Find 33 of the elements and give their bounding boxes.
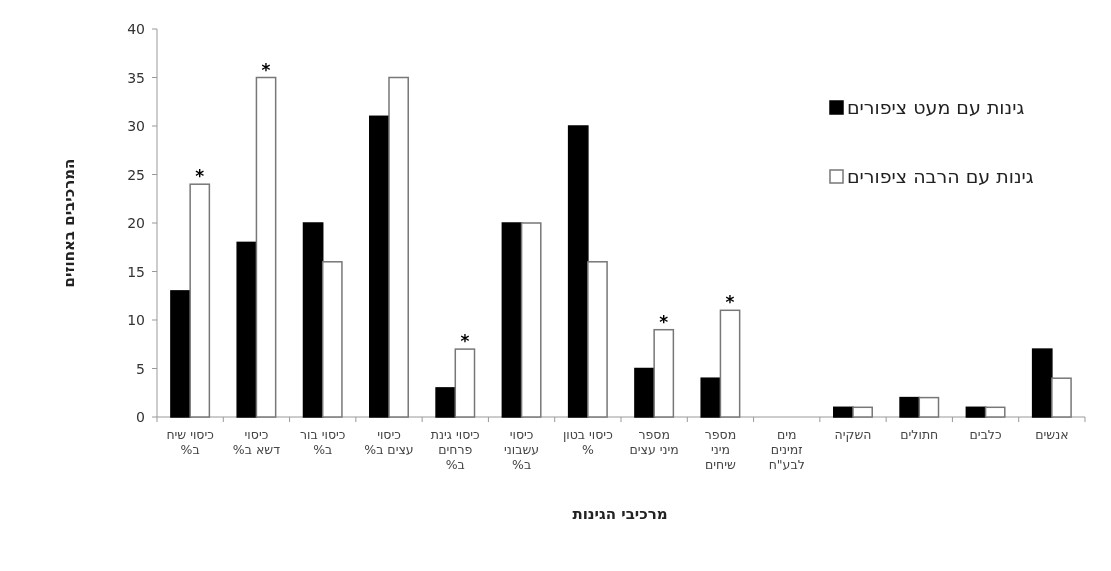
x-tick-label: מספר מיני עצים — [629, 427, 679, 457]
x-tick-label: אנשים — [1035, 427, 1069, 442]
y-tick-label: 0 — [136, 409, 145, 425]
x-tick-label: מים זמינים לבע"ח — [768, 427, 805, 472]
x-tick-label: כיסוי בטון % — [562, 427, 613, 457]
legend-label: גינות עם מעט ציפורים — [847, 96, 1025, 118]
x-tick-label: השקיה — [834, 427, 872, 442]
annotation: * — [725, 292, 735, 313]
x-tick-label: כיסוי עצים ב% — [364, 427, 414, 457]
y-tick-label: 5 — [136, 360, 145, 377]
y-tick-label: 15 — [127, 263, 145, 280]
x-tick-label: חתולים — [900, 427, 939, 442]
x-tick-label: כיסוי דשא ב% — [232, 427, 281, 457]
x-tick-label: כלבים — [969, 427, 1002, 442]
y-tick-label: 25 — [127, 166, 145, 183]
annotation: * — [195, 166, 205, 187]
y-tick-label: 30 — [127, 118, 145, 134]
y-tick-label: 20 — [127, 215, 145, 231]
annotation: * — [460, 331, 470, 352]
x-tick-label: כיסוי גינת פרחים ב% — [430, 427, 480, 472]
x-tick-label: כיסוי עשבוני ב% — [504, 427, 540, 472]
y-axis-title: המרכיבים באחוזים — [60, 158, 78, 288]
x-tick-label: כיסוי שיח ב% — [166, 427, 214, 457]
legend-label: גינות עם הרבה ציפורים — [847, 165, 1034, 187]
y-tick-label: 10 — [127, 312, 145, 328]
y-tick-label: 35 — [127, 69, 145, 86]
annotation: * — [261, 59, 271, 80]
x-tick-label: מספר מיני שיחים — [704, 427, 737, 472]
x-axis-title: מרכיבי הגינות — [572, 505, 668, 523]
x-tick-label: כיסוי בור ב% — [300, 427, 346, 457]
legend: גינות עם מעט ציפורים גינות עם הרבה ציפורים — [829, 96, 1034, 187]
y-tick-label: 40 — [127, 21, 145, 37]
annotation: * — [659, 311, 669, 332]
